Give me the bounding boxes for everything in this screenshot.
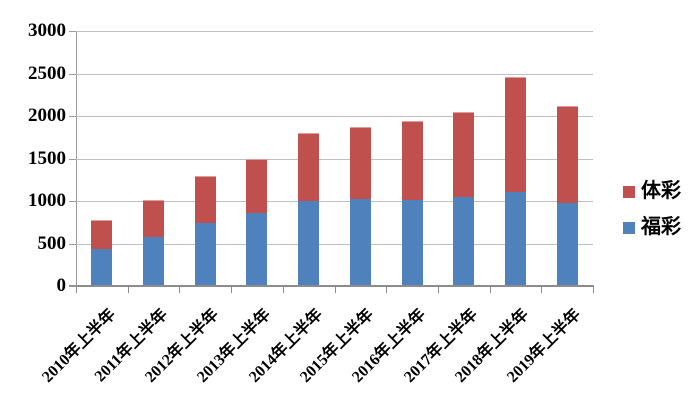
x-axis-tick <box>386 287 388 293</box>
x-axis-tick <box>489 287 491 293</box>
bar-segment-fucai <box>246 212 268 286</box>
y-axis-tick-label: 2000 <box>28 105 66 126</box>
bar-segment-ticai <box>298 133 320 201</box>
x-axis-line <box>69 285 594 287</box>
y-axis-tick <box>69 243 76 245</box>
y-axis-tick <box>69 158 76 160</box>
bar-segment-ticai <box>401 120 423 200</box>
legend-swatch-fucai-icon <box>623 221 635 234</box>
bar-segment-ticai <box>246 158 268 213</box>
legend-label-fucai: 福彩 <box>641 216 681 238</box>
gridline <box>76 116 593 117</box>
y-axis-tick <box>69 286 76 287</box>
gridline <box>76 201 593 202</box>
bar-segment-ticai <box>504 77 526 193</box>
bar-segment-ticai <box>91 219 113 249</box>
x-axis-tick <box>541 287 543 293</box>
y-axis-tick <box>69 116 76 117</box>
bar-segment-fucai <box>401 199 423 286</box>
legend-swatch-ticai-icon <box>623 185 635 198</box>
x-axis-tick <box>593 287 594 293</box>
legend-label-ticai: 体彩 <box>641 180 681 202</box>
bar-segment-fucai <box>504 192 526 286</box>
y-axis-tick-label: 500 <box>37 232 67 254</box>
bar-segment-ticai <box>556 105 578 204</box>
bar-segment-fucai <box>91 248 113 286</box>
x-axis-tick <box>179 287 181 293</box>
gridline <box>76 31 593 32</box>
y-axis-tick-label: 1500 <box>28 147 66 169</box>
y-axis-tick-label: 3000 <box>28 20 66 41</box>
bar-segment-fucai <box>298 201 320 286</box>
legend: 体彩 福彩 <box>623 181 681 253</box>
y-axis-tick <box>69 31 76 32</box>
bar-segment-ticai <box>143 200 165 237</box>
x-axis-tick <box>437 287 439 293</box>
gridline <box>76 73 593 75</box>
gridline <box>76 243 593 245</box>
x-axis-tick <box>282 287 284 293</box>
bar-segment-fucai <box>453 196 475 286</box>
bar-segment-fucai <box>143 236 165 286</box>
y-axis-tick <box>69 201 76 202</box>
x-axis-tick <box>231 287 233 293</box>
legend-item-fucai: 福彩 <box>623 217 681 238</box>
y-axis-tick-label: 2500 <box>28 62 66 84</box>
y-axis-tick-label: 0 <box>56 275 67 296</box>
plot-area <box>76 31 593 286</box>
gridline <box>76 158 593 160</box>
x-axis-tick <box>76 287 77 293</box>
bar-segment-ticai <box>453 112 475 197</box>
bar-segment-fucai <box>556 203 578 286</box>
x-axis-tick <box>334 287 336 293</box>
y-axis-tick <box>69 73 76 75</box>
bar-segment-ticai <box>194 176 216 223</box>
bar-segment-fucai <box>194 222 216 286</box>
bar-segment-fucai <box>349 199 371 286</box>
legend-item-ticai: 体彩 <box>623 181 681 202</box>
x-axis-tick <box>127 287 129 293</box>
bar-segment-ticai <box>349 126 371 200</box>
y-axis-tick-label: 1000 <box>28 190 66 211</box>
